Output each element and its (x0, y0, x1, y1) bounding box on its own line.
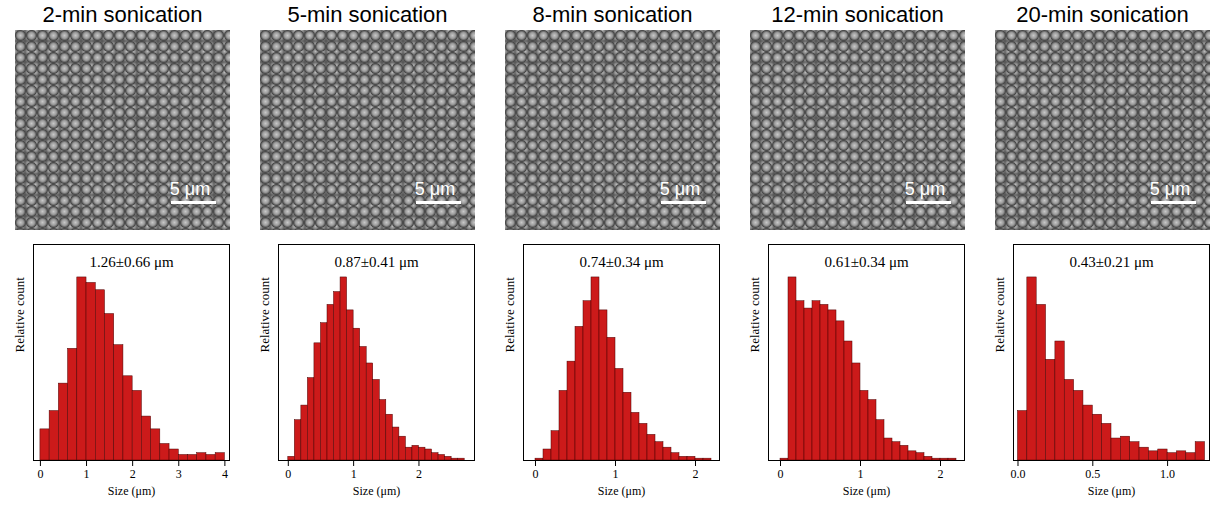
svg-text:Size (μm): Size (μm) (597, 484, 644, 498)
html-text:5 μm: 5 μm (1149, 179, 1191, 199)
svg-text:Size (μm): Size (μm) (107, 484, 154, 498)
svg-text:Relative count: Relative count (991, 277, 1006, 353)
html-text:5 μm: 5 μm (659, 179, 701, 199)
html-text:5-min sonication: 5-min sonication (287, 2, 448, 27)
svg-text:0.5: 0.5 (1085, 467, 1100, 481)
svg-text:0.87±0.41 μm: 0.87±0.41 μm (334, 254, 419, 270)
html-text:8-min sonication: 8-min sonication (532, 2, 693, 27)
svg-text:Size (μm): Size (μm) (1087, 484, 1134, 498)
html-text:2-min sonication: 2-min sonication (42, 2, 203, 27)
svg-text:1: 1 (83, 467, 89, 481)
svg-text:0: 0 (532, 467, 538, 481)
svg-text:0.43±0.21 μm: 0.43±0.21 μm (1069, 254, 1154, 270)
html-text:12-min sonication: 12-min sonication (771, 2, 944, 27)
svg-text:1: 1 (857, 467, 863, 481)
svg-text:Relative count: Relative count (501, 277, 516, 353)
svg-text:0: 0 (777, 467, 783, 481)
svg-text:0.61±0.34 μm: 0.61±0.34 μm (824, 254, 909, 270)
svg-text:4: 4 (221, 467, 227, 481)
svg-text:3: 3 (175, 467, 181, 481)
html-text:5 μm: 5 μm (169, 179, 211, 199)
svg-text:2: 2 (692, 467, 698, 481)
svg-text:Size (μm): Size (μm) (352, 484, 399, 498)
svg-text:0: 0 (285, 467, 291, 481)
svg-text:Relative count: Relative count (11, 277, 26, 353)
svg-text:Size (μm): Size (μm) (842, 484, 889, 498)
svg-text:0.0: 0.0 (1010, 467, 1025, 481)
html-text:20-min sonication: 20-min sonication (1016, 2, 1189, 27)
html-text:5 μm: 5 μm (414, 179, 456, 199)
svg-text:1: 1 (350, 467, 356, 481)
svg-text:1.26±0.66 μm: 1.26±0.66 μm (89, 254, 174, 270)
svg-text:2: 2 (415, 467, 421, 481)
svg-text:1.0: 1.0 (1160, 467, 1175, 481)
svg-text:2: 2 (937, 467, 943, 481)
svg-text:Relative count: Relative count (256, 277, 271, 353)
svg-text:0.74±0.34 μm: 0.74±0.34 μm (579, 254, 664, 270)
svg-text:1: 1 (612, 467, 618, 481)
svg-text:2: 2 (129, 467, 135, 481)
svg-text:Relative count: Relative count (746, 277, 761, 353)
svg-text:0: 0 (37, 467, 43, 481)
html-text:5 μm: 5 μm (904, 179, 946, 199)
